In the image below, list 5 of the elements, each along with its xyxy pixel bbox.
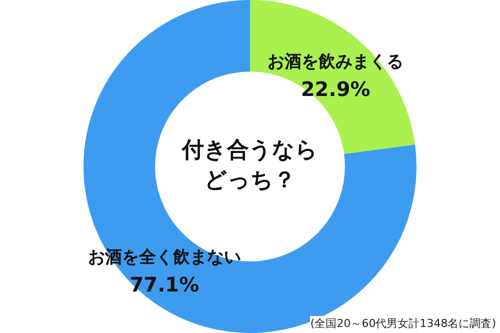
- data-label: 22.9%: [300, 77, 370, 102]
- slice-label: お酒を飲みまくる: [268, 52, 404, 72]
- data-label: 77.1%: [130, 272, 200, 296]
- text: 付き合うならどっち？: [181, 138, 318, 194]
- text: (全国20～60代男女計1348名に調査): [310, 316, 496, 331]
